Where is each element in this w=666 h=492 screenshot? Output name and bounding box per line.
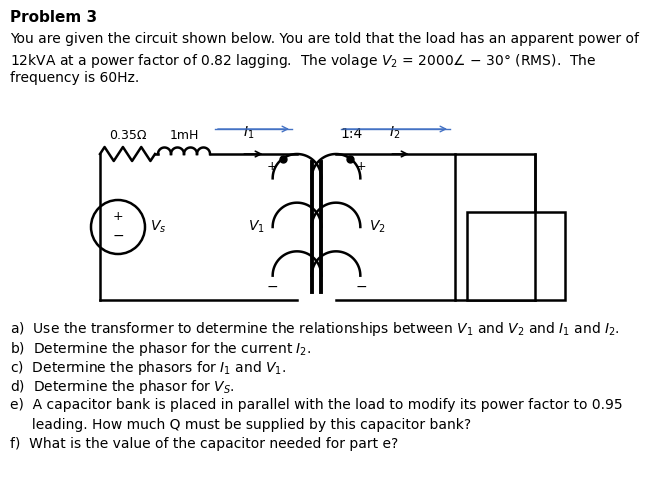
Text: b)  Determine the phasor for the current $I_2$.: b) Determine the phasor for the current … — [10, 339, 312, 358]
Text: c)  Determine the phasors for $I_1$ and $V_1$.: c) Determine the phasors for $I_1$ and $… — [10, 359, 286, 377]
Text: $V_1$: $V_1$ — [248, 219, 264, 235]
Text: a)  Use the transformer to determine the relationships between $V_1$ and $V_2$ a: a) Use the transformer to determine the … — [10, 320, 620, 338]
Text: +: + — [266, 160, 277, 174]
Text: f)  What is the value of the capacitor needed for part e?: f) What is the value of the capacitor ne… — [10, 437, 398, 451]
Text: $V_2$: $V_2$ — [369, 219, 386, 235]
Text: +: + — [113, 210, 123, 222]
Bar — [467, 213, 565, 300]
Text: 0.35Ω: 0.35Ω — [109, 129, 147, 142]
Text: Problem 3: Problem 3 — [10, 10, 97, 25]
Text: $I_1$: $I_1$ — [243, 124, 254, 141]
Text: d)  Determine the phasor for $V_S$.: d) Determine the phasor for $V_S$. — [10, 378, 234, 397]
Bar — [455, 154, 535, 300]
Text: leading. How much Q must be supplied by this capacitor bank?: leading. How much Q must be supplied by … — [10, 418, 471, 431]
Text: e)  A capacitor bank is placed in parallel with the load to modify its power fac: e) A capacitor bank is placed in paralle… — [10, 398, 623, 412]
Text: 1mH: 1mH — [169, 129, 198, 142]
Text: frequency is 60Hz.: frequency is 60Hz. — [10, 71, 139, 85]
Text: You are given the circuit shown below. You are told that the load has an apparen: You are given the circuit shown below. Y… — [10, 32, 639, 46]
Text: $V_s$: $V_s$ — [150, 219, 166, 235]
Text: 1:4: 1:4 — [340, 127, 362, 141]
Text: $I_2$: $I_2$ — [389, 124, 400, 141]
Text: +: + — [356, 160, 366, 174]
Text: −: − — [355, 280, 367, 294]
Text: 12kVA at a power factor of 0.82 lagging.  The volage $V_2$ = 2000$\angle$ − 30° : 12kVA at a power factor of 0.82 lagging.… — [10, 52, 596, 69]
Text: −: − — [266, 280, 278, 294]
Text: −: − — [112, 229, 124, 243]
